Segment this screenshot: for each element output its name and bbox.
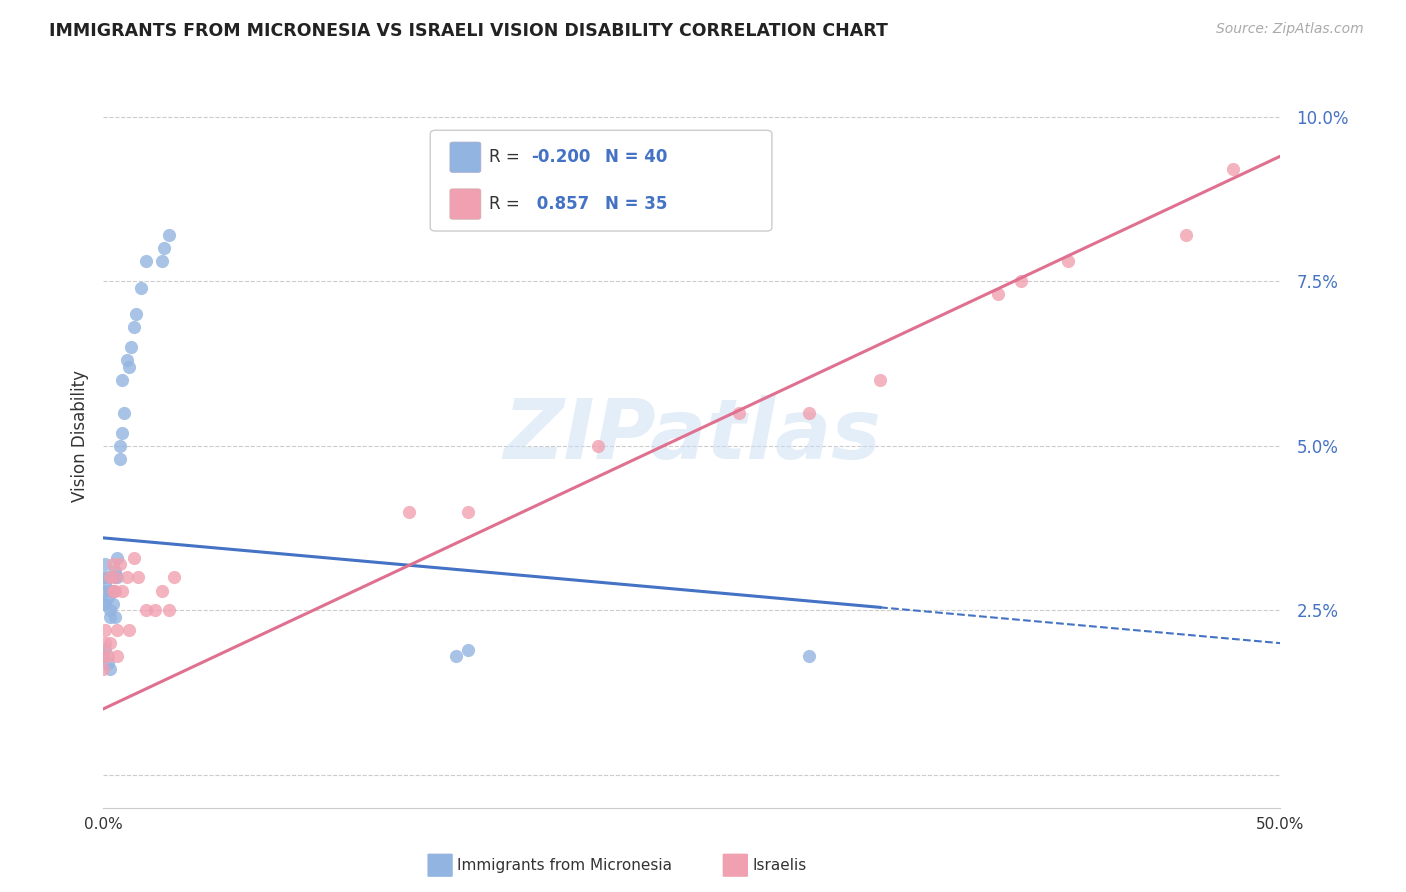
Point	[98, 583, 121, 598]
Point	[111, 583, 134, 598]
Point	[122, 550, 145, 565]
Point	[98, 603, 121, 617]
Point	[134, 603, 156, 617]
Point	[869, 373, 891, 387]
Point	[799, 406, 821, 420]
Point	[105, 649, 128, 664]
Text: N = 35: N = 35	[605, 195, 666, 213]
Text: IMMIGRANTS FROM MICRONESIA VS ISRAELI VISION DISABILITY CORRELATION CHART: IMMIGRANTS FROM MICRONESIA VS ISRAELI VI…	[49, 22, 889, 40]
Text: R =: R =	[489, 148, 526, 166]
Point	[987, 287, 1010, 301]
Point	[586, 439, 609, 453]
Point	[1057, 254, 1080, 268]
Point	[143, 603, 166, 617]
Point	[105, 550, 128, 565]
Point	[157, 603, 180, 617]
Text: Source: ZipAtlas.com: Source: ZipAtlas.com	[1216, 22, 1364, 37]
Point	[127, 570, 149, 584]
Point	[94, 558, 117, 572]
Point	[111, 425, 134, 440]
Point	[91, 597, 114, 611]
Point	[446, 649, 468, 664]
Point	[115, 570, 138, 584]
Point	[112, 406, 135, 420]
Text: N = 40: N = 40	[605, 148, 666, 166]
Text: 0.857: 0.857	[531, 195, 589, 213]
Y-axis label: Vision Disability: Vision Disability	[72, 370, 89, 502]
Point	[122, 320, 145, 334]
Point	[91, 649, 114, 664]
Point	[150, 583, 173, 598]
Point	[104, 570, 127, 584]
Point	[104, 564, 127, 578]
Point	[125, 307, 148, 321]
Point	[108, 439, 131, 453]
Point	[101, 583, 124, 598]
Point	[1222, 162, 1244, 177]
Point	[157, 228, 180, 243]
Point	[108, 451, 131, 466]
Point	[91, 663, 114, 677]
Point	[120, 340, 142, 354]
Point	[91, 570, 114, 584]
Point	[101, 583, 124, 598]
Point	[101, 597, 124, 611]
Point	[457, 504, 479, 518]
Point	[94, 623, 117, 637]
Point	[115, 353, 138, 368]
Point	[1010, 274, 1032, 288]
Point	[118, 359, 141, 374]
Text: Immigrants from Micronesia: Immigrants from Micronesia	[457, 858, 672, 872]
Point	[129, 281, 152, 295]
Point	[94, 636, 117, 650]
Text: ZIPatlas: ZIPatlas	[503, 395, 880, 476]
Point	[111, 373, 134, 387]
Point	[98, 663, 121, 677]
Point	[163, 570, 186, 584]
Point	[118, 623, 141, 637]
Point	[91, 649, 114, 664]
Point	[91, 583, 114, 598]
Point	[94, 597, 117, 611]
Point	[98, 636, 121, 650]
Point	[150, 254, 173, 268]
Point	[134, 254, 156, 268]
Text: -0.200: -0.200	[531, 148, 591, 166]
Text: R =: R =	[489, 195, 526, 213]
Text: Israelis: Israelis	[752, 858, 807, 872]
Point	[105, 570, 128, 584]
Point	[94, 577, 117, 591]
Point	[101, 558, 124, 572]
Point	[104, 583, 127, 598]
Point	[105, 623, 128, 637]
Point	[153, 241, 176, 255]
Point	[727, 406, 749, 420]
Point	[97, 649, 120, 664]
Point	[94, 642, 117, 657]
Point	[108, 558, 131, 572]
Point	[104, 610, 127, 624]
Point	[1175, 228, 1198, 243]
Point	[457, 642, 479, 657]
Point	[98, 570, 121, 584]
Point	[98, 610, 121, 624]
Point	[398, 504, 420, 518]
Point	[97, 570, 120, 584]
Point	[97, 656, 120, 670]
Point	[104, 570, 127, 584]
Point	[799, 649, 821, 664]
Point	[97, 590, 120, 604]
